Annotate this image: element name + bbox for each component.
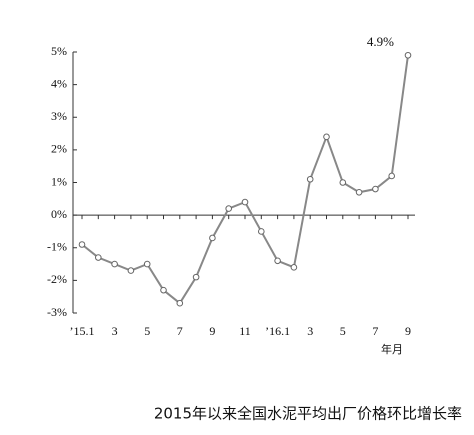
chart-title: 2015年以来全国水泥平均出厂价格环比增长率 [154, 405, 462, 423]
point [274, 257, 281, 265]
point [127, 267, 135, 274]
x-tick-label: 9 [209, 324, 215, 338]
y-tick-label: 1% [51, 174, 67, 188]
point [258, 228, 265, 235]
x-tick-label: 5 [340, 324, 346, 338]
x-tick-label: 7 [177, 324, 183, 338]
point [241, 198, 249, 206]
y-tick-label: 2% [51, 142, 67, 156]
point [339, 179, 347, 186]
point [306, 175, 314, 183]
x-tick-label: ’15.1 [70, 324, 95, 338]
x-tick-label: 7 [372, 324, 378, 338]
y-tick-label: -2% [47, 272, 67, 286]
y-tick-label: 4% [51, 76, 67, 90]
x-tick-label: 11 [239, 324, 251, 338]
x-tick-label: 5 [144, 324, 150, 338]
point [111, 260, 118, 268]
point [143, 260, 151, 268]
x-tick-label: 3 [307, 324, 313, 338]
point [160, 286, 167, 294]
value-label: 4.9% [367, 34, 394, 49]
point [209, 234, 216, 242]
point [176, 299, 184, 307]
point [290, 264, 298, 271]
point [95, 254, 102, 261]
x-tick-label: ’16.1 [265, 324, 290, 338]
series-line [81, 55, 409, 305]
point [404, 51, 412, 59]
x-axis-label: 年月 [381, 342, 403, 356]
y-tick-label: 0% [51, 207, 67, 221]
y-tick-label: 3% [51, 109, 67, 123]
y-tick-label: -1% [47, 240, 67, 254]
x-tick-label: 3 [112, 324, 118, 338]
point [225, 205, 232, 212]
y-tick-label: -3% [47, 305, 67, 319]
point [78, 241, 86, 248]
point [372, 185, 379, 193]
y-tick-label: 5% [51, 44, 67, 58]
point [192, 273, 200, 281]
point [355, 188, 363, 196]
point [388, 172, 396, 180]
x-tick-label: 9 [405, 324, 411, 338]
point [323, 133, 330, 141]
